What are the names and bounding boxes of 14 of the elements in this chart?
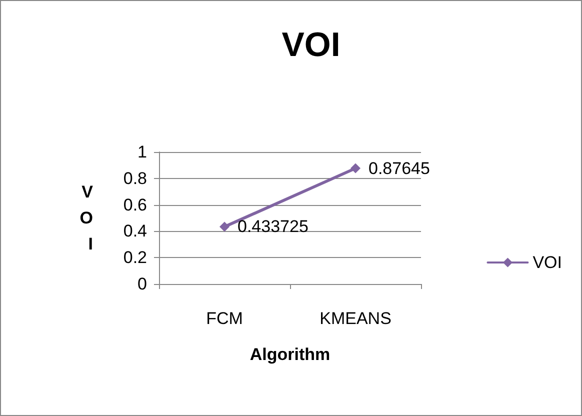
y-tick-label: 0.2: [123, 248, 147, 268]
x-tick-label: FCM: [206, 309, 243, 328]
legend-label: VOI: [532, 253, 562, 272]
x-axis-title: Algorithm: [250, 345, 330, 364]
y-tick-label: 0.6: [123, 195, 147, 214]
y-tick-label: 0.4: [123, 222, 147, 241]
data-label: 0.433725: [238, 217, 308, 236]
x-tick-label: KMEANS: [320, 309, 392, 328]
y-tick-label: 0: [138, 274, 147, 294]
data-label: 0.87645: [368, 158, 430, 178]
y-tick-label: 0.8: [123, 168, 147, 188]
y-axis-title: VOI: [80, 182, 94, 254]
y-tick-label: 1: [138, 142, 147, 162]
chart-title: VOI: [282, 26, 340, 64]
